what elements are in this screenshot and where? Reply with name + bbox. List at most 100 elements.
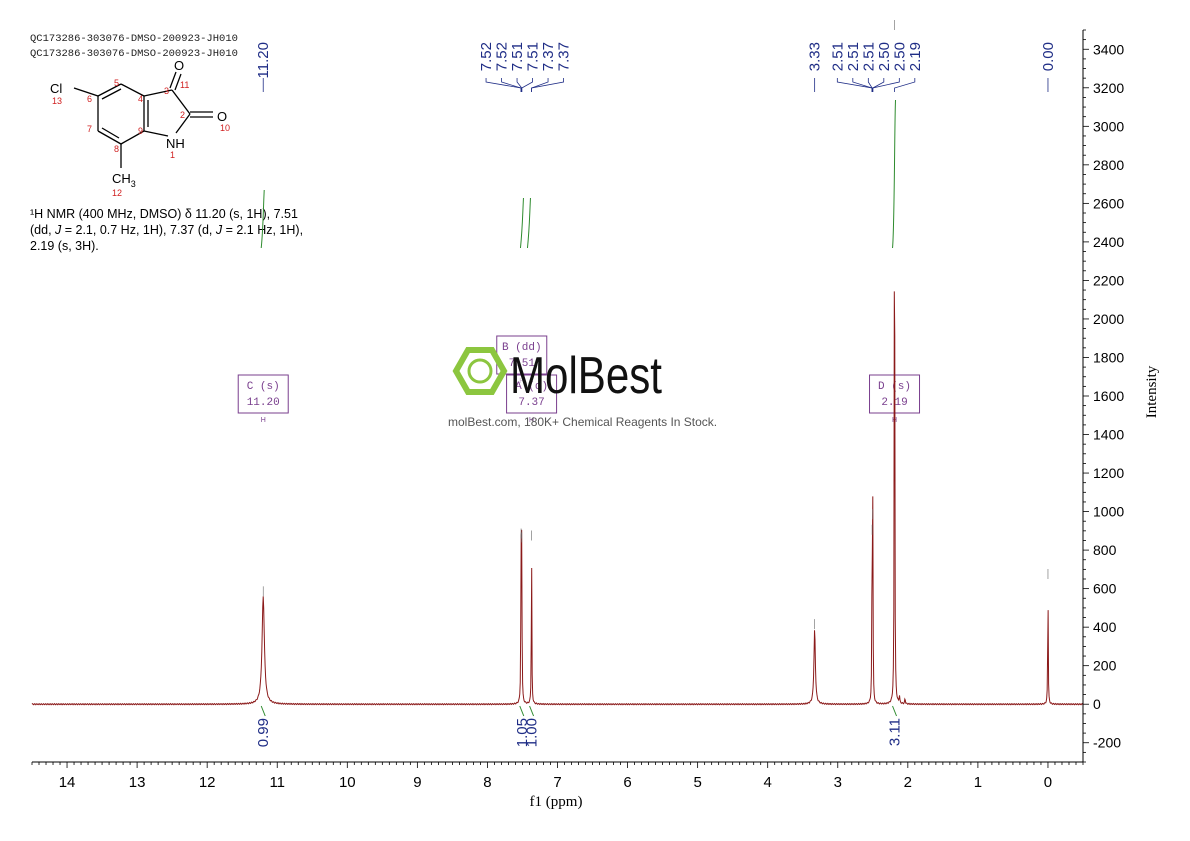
multiplet-shift: 7.51 — [509, 358, 536, 370]
molbest-watermark: MolBest molBest.com, 180K+ Chemical Reag… — [448, 347, 717, 429]
peak-shift-label: 2.19 — [907, 42, 924, 71]
atom-number: 9 — [138, 126, 143, 136]
x-axis: 14 13 12 11 10 9 8 7 6 5 4 3 2 1 0 — [31, 761, 1084, 791]
atom-number: 10 — [220, 123, 230, 133]
y-tick-label: 2600 — [1093, 195, 1124, 211]
x-tick-label: 11 — [269, 774, 285, 791]
integral-curve — [526, 197, 531, 249]
y-tick-label: -200 — [1093, 735, 1121, 751]
multiplet-letter: B (dd) — [502, 342, 542, 354]
y-tick-label: 1000 — [1093, 504, 1124, 520]
peak-leader-line — [836, 78, 873, 92]
y-tick-label: 2200 — [1093, 272, 1124, 288]
integral-curve — [260, 189, 265, 249]
peak-leader-line — [501, 78, 522, 92]
y-tick-label: 600 — [1093, 581, 1117, 597]
molbest-logo-icon — [452, 347, 508, 395]
atom-number: 13 — [52, 96, 62, 106]
atom-oxygen-right: O — [217, 109, 227, 124]
atom-methyl: CH3 — [112, 171, 136, 189]
integral-tick — [519, 705, 525, 717]
atom-number: 7 — [87, 124, 92, 134]
integral-tick — [529, 705, 535, 717]
y-tick-label: 800 — [1093, 542, 1117, 558]
peak-shift-label: 7.52 — [478, 42, 495, 71]
peak-leader-line — [872, 78, 900, 92]
x-tick-label: 2 — [904, 774, 912, 791]
nmr-description-line-1: ¹H NMR (400 MHz, DMSO) δ 11.20 (s, 1H), … — [30, 207, 298, 221]
integral-tick — [260, 705, 266, 717]
peak-leader-line — [531, 78, 564, 92]
peak-shift-label: 2.50 — [891, 42, 908, 71]
watermark-tagline: molBest.com, 180K+ Chemical Reagents In … — [448, 415, 717, 429]
peak-labels: 11.20 7.527.527.517.517.377.37 3.33 2.512.5… — [255, 42, 1057, 92]
atom-number: 3 — [164, 86, 169, 96]
integral-curve — [892, 99, 897, 249]
peak-leader-line — [894, 78, 916, 92]
chemical-structure: Cl O O NH CH3 13 6 5 4 3 11 2 10 9 1 7 8 12 — [50, 58, 230, 198]
peak-leader-line — [872, 78, 885, 92]
integral-curves: 0.99 1.051.00 3.11 — [255, 99, 904, 747]
x-tick-label: 3 — [834, 774, 842, 791]
y-tick-label: 1400 — [1093, 427, 1124, 443]
multiplet-tag: H — [529, 417, 534, 424]
x-tick-label: 12 — [199, 774, 216, 791]
multiplet-letter: A (d) — [515, 381, 548, 393]
atom-number: 2 — [180, 110, 185, 120]
nmr-description: ¹H NMR (400 MHz, DMSO) δ 11.20 (s, 1H), … — [30, 207, 303, 253]
y-tick-label: 2000 — [1093, 311, 1124, 327]
y-tick-label: 3000 — [1093, 118, 1124, 134]
sample-id-line-1: QC173286-303076-DMSO-200923-JH010 — [30, 33, 238, 45]
peak-shift-label: 7.52 — [494, 42, 511, 71]
atom-oxygen-top: O — [174, 58, 184, 73]
x-tick-label: 0 — [1044, 774, 1052, 791]
multiplet-letter: C (s) — [247, 381, 280, 393]
integral-value: 0.99 — [255, 718, 272, 747]
x-tick-label: 13 — [129, 774, 146, 791]
multiplet-box — [506, 374, 558, 414]
y-tick-label: 1200 — [1093, 465, 1124, 481]
x-axis-label: f1 (ppm) — [530, 794, 583, 810]
multiplet-shift: 7.37 — [518, 397, 544, 409]
y-tick-label: 0 — [1093, 696, 1101, 712]
integral-value: 1.05 — [514, 718, 531, 747]
watermark-brand: MolBest — [510, 347, 662, 405]
peak-shift-label: 11.20 — [255, 42, 272, 78]
atom-number: 1 — [170, 150, 175, 160]
peak-shift-label: 7.51 — [509, 42, 526, 71]
atom-number: 11 — [180, 80, 189, 90]
spectrum-trace — [31, 291, 1084, 706]
peak-shift-label: 3.33 — [807, 42, 824, 71]
peak-tops — [262, 20, 1049, 630]
x-tick-label: 1 — [974, 774, 982, 791]
atom-number: 4 — [138, 94, 143, 104]
peak-leader-line — [521, 78, 533, 92]
y-axis: 3400320030002800260024002200200018001600… — [1082, 29, 1124, 763]
integral-curve — [519, 197, 524, 249]
peak-shift-label: 2.51 — [829, 42, 846, 71]
x-tick-label: 9 — [413, 774, 421, 791]
multiplet-tag: H — [261, 417, 266, 424]
x-tick-label: 14 — [59, 774, 76, 791]
y-tick-label: 3400 — [1093, 41, 1124, 57]
y-tick-label: 2400 — [1093, 234, 1124, 250]
y-axis-label: Intensity — [1144, 365, 1160, 418]
atom-chlorine: Cl — [50, 81, 62, 96]
x-tick-label: 10 — [339, 774, 356, 791]
integral-value: 1.00 — [524, 718, 541, 747]
integral-tick — [892, 705, 897, 717]
multiplet-box — [237, 374, 289, 414]
peak-shift-label: 0.00 — [1040, 42, 1057, 71]
x-tick-label: 4 — [764, 774, 772, 791]
atom-number: 12 — [112, 188, 122, 198]
peak-shift-label: 7.37 — [540, 42, 557, 71]
peak-shift-label: 2.51 — [845, 42, 862, 71]
x-tick-label: 7 — [553, 774, 561, 791]
y-tick-label: 2800 — [1093, 157, 1124, 173]
x-tick-label: 5 — [693, 774, 701, 791]
x-tick-label: 6 — [623, 774, 631, 791]
nmr-description-line-3: 2.19 (s, 3H). — [30, 239, 99, 253]
peak-shift-label: 2.50 — [876, 42, 893, 71]
peak-shift-label: 2.51 — [860, 42, 877, 71]
